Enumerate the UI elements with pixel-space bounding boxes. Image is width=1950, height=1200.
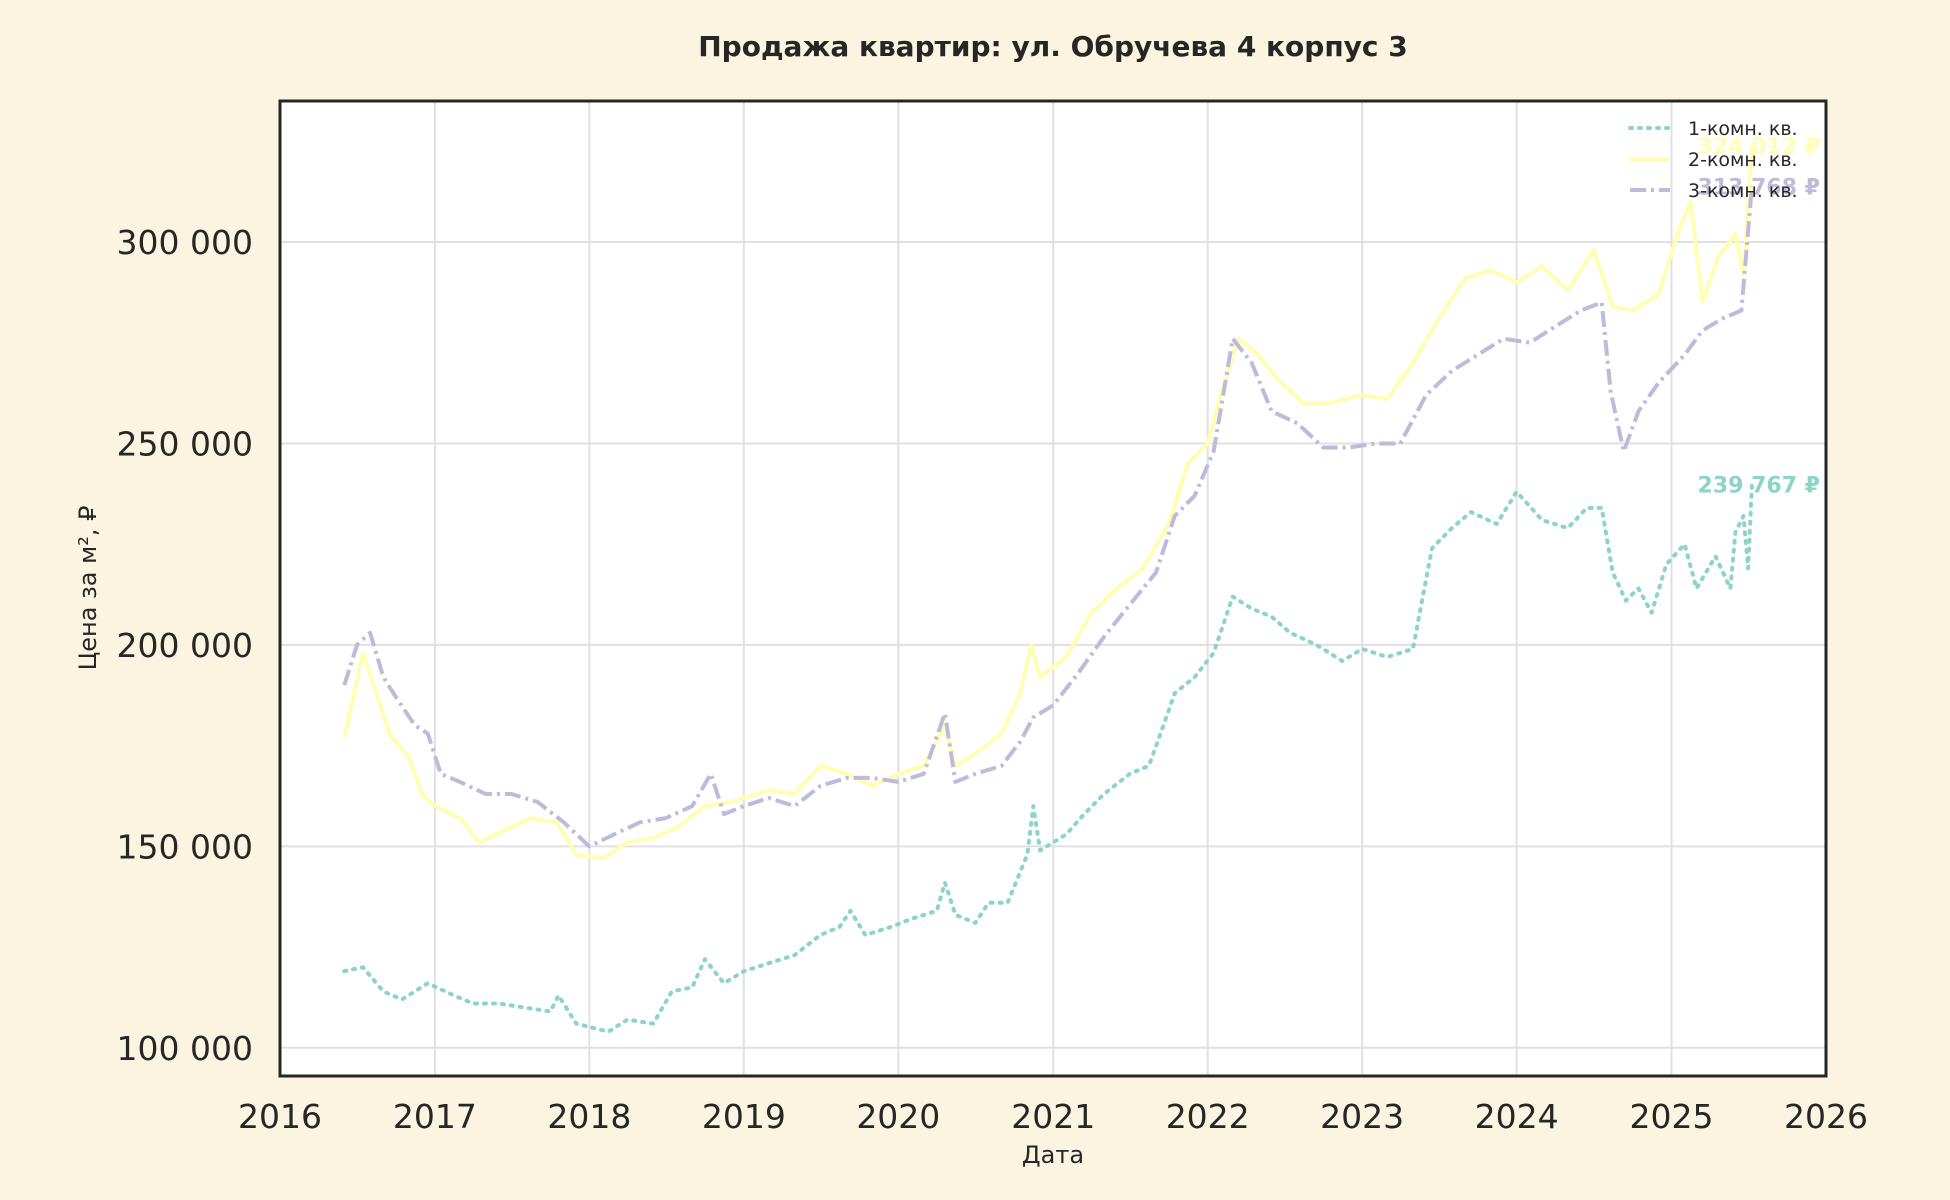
x-tick-label: 2022 — [1166, 1097, 1250, 1136]
x-tick-label: 2020 — [856, 1097, 940, 1136]
legend: 1-комн. кв. 2-комн. кв. 3-комн. кв. — [1628, 118, 1798, 202]
end-value-label: 239 767 ₽ — [1698, 474, 1820, 499]
x-tick-label: 2023 — [1320, 1097, 1404, 1136]
x-tick-label: 2016 — [238, 1097, 322, 1136]
series-layer — [342, 145, 1754, 1034]
y-tick-label: 250 000 — [117, 424, 253, 463]
y-tick-label: 200 000 — [117, 626, 253, 665]
y-tick-label: 100 000 — [117, 1029, 253, 1068]
plot-frame — [278, 99, 1828, 1078]
x-tick-label: 2021 — [1011, 1097, 1095, 1136]
x-axis-title: Дата — [1022, 1141, 1084, 1169]
y-tick-label: 300 000 — [117, 223, 253, 262]
series-line-2 — [342, 145, 1754, 861]
y-axis-ticks: 100 000 150 000 200 000 250 000 300 000 — [117, 223, 253, 1068]
end-value-label: 324 012 ₽ — [1698, 134, 1820, 159]
x-tick-label: 2019 — [702, 1097, 786, 1136]
end-labels: 239 767 ₽ 324 012 ₽ 313 768 ₽ — [1698, 134, 1820, 498]
legend-label: 3-комн. кв. — [1688, 180, 1798, 202]
x-tick-label: 2018 — [547, 1097, 631, 1136]
x-tick-label: 2025 — [1630, 1097, 1714, 1136]
y-tick-label: 150 000 — [117, 827, 253, 866]
chart-title: Продажа квартир: ул. Обручева 4 корпус 3 — [698, 30, 1408, 63]
series-line-3 — [342, 186, 1754, 849]
x-axis-ticks: 2016 2017 2018 2019 2020 2021 2022 2023 2024 2025… — [238, 1097, 1868, 1136]
legend-label: 1-комн. кв. — [1688, 118, 1798, 140]
x-tick-label: 2017 — [393, 1097, 477, 1136]
legend-label: 2-комн. кв. — [1688, 149, 1798, 171]
end-value-label: 313 768 ₽ — [1698, 176, 1820, 201]
x-tick-label: 2024 — [1475, 1097, 1559, 1136]
y-axis-title: Цена за м², ₽ — [74, 506, 102, 671]
x-tick-label: 2026 — [1784, 1097, 1868, 1136]
